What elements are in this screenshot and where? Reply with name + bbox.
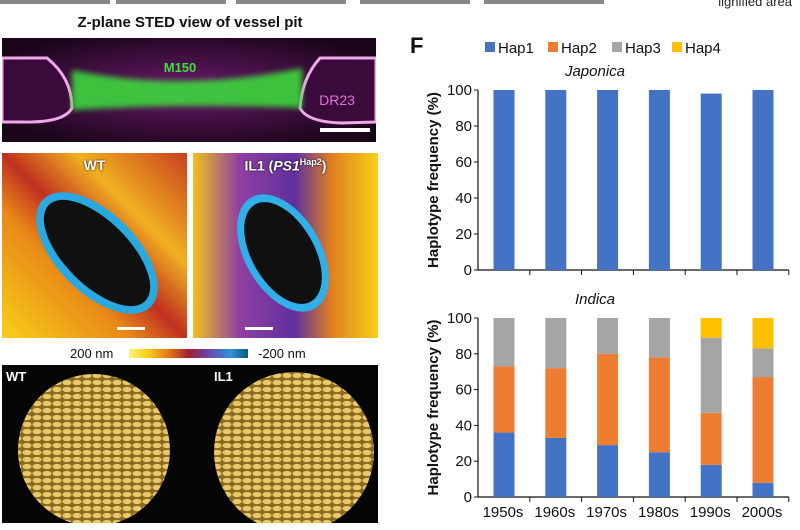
y-tick-label: 60 — [455, 154, 472, 171]
bar-hap2-2000s — [752, 377, 774, 483]
bar-hap1-2000s — [752, 482, 774, 497]
legend-label-hap4: Hap4 — [685, 40, 721, 57]
y-tick-label: 0 — [464, 262, 472, 279]
afm-wt-label: WT — [83, 157, 106, 173]
legend-swatch-hap4 — [672, 42, 682, 52]
japonica-chart: Japonica Haplotype frequency (%) 0 20 40 60 80… — [425, 63, 790, 279]
top-image-strip — [0, 0, 800, 4]
x-tick-label: 1950s — [483, 504, 524, 521]
seed-wt-label: WT — [6, 369, 27, 384]
bar-hap1-1990s — [700, 464, 722, 497]
y-tick-label: 20 — [455, 453, 472, 470]
y-tick-label: 80 — [455, 346, 472, 363]
legend-swatch-hap1 — [485, 42, 495, 52]
seed-image: WT IL1 — [2, 365, 378, 523]
bar-hap4-2000s — [752, 318, 774, 349]
chart-title: Indica — [575, 291, 615, 308]
bar-hap1-1960s — [545, 437, 567, 497]
legend-label-hap2: Hap2 — [561, 40, 597, 57]
bar-hap1-1970s — [597, 445, 619, 497]
y-tick-label: 20 — [455, 226, 472, 243]
bar-hap2-1960s — [545, 368, 567, 438]
colorbar-min-label: 200 nm — [70, 346, 114, 361]
y-tick-label: 40 — [455, 190, 472, 207]
bar-hap1-1990s — [700, 93, 722, 270]
x-tick-label: 1990s — [690, 504, 731, 521]
il1-label-text: IL1 ( — [244, 157, 274, 174]
afm-wt-image: WT — [2, 153, 187, 338]
sted-image: M150 DR23 — [2, 38, 376, 142]
y-tick-label: 100 — [447, 310, 472, 327]
bar-hap1-1980s — [648, 452, 670, 497]
bar-hap2-1980s — [648, 357, 670, 453]
afm-colorbar: 200 nm -200 nm — [0, 344, 380, 364]
bar-hap1-1960s — [545, 90, 567, 270]
x-tick-label: 1960s — [534, 504, 575, 521]
bar-hap3-1990s — [700, 337, 722, 413]
legend-label-hap1: Hap1 — [498, 40, 534, 57]
il1-gene-superscript: Hap2 — [299, 157, 322, 167]
legend-swatch-hap3 — [612, 42, 622, 52]
indica-chart: Indica Haplotype frequency (%) 0 20 40 60 80 10… — [425, 291, 790, 521]
x-tick-label: 2000s — [742, 504, 783, 521]
bar-hap2-1970s — [597, 353, 619, 446]
haplotype-chart: F Hap1 Hap2 Hap3 Hap4 Japonica Haplotype fre… — [410, 33, 790, 521]
bar-hap4-1990s — [700, 318, 722, 338]
m150-label: M150 — [164, 60, 197, 75]
bar-hap1-1980s — [648, 90, 670, 270]
sted-title: Z-plane STED view of vessel pit — [77, 14, 303, 31]
bar-hap2-1950s — [493, 366, 515, 433]
y-tick-label: 0 — [464, 489, 472, 506]
il1-label-close: ) — [321, 157, 327, 174]
dr23-label: DR23 — [319, 92, 355, 108]
x-tick-label: 1970s — [586, 504, 627, 521]
legend-label-hap3: Hap3 — [625, 40, 661, 57]
legend-swatch-hap2 — [548, 42, 558, 52]
partial-caption: lignified area — [718, 0, 792, 9]
legend: Hap1 Hap2 Hap3 Hap4 — [485, 40, 721, 57]
bar-hap3-1980s — [648, 318, 670, 358]
panel-label: F — [410, 33, 423, 58]
bar-hap3-1950s — [493, 318, 515, 367]
colorbar-max-label: -200 nm — [258, 346, 306, 361]
bar-hap1-1950s — [493, 432, 515, 497]
y-tick-label: 100 — [447, 82, 472, 99]
y-axis-label: Haplotype frequency (%) — [425, 320, 442, 496]
chart-title: Japonica — [564, 63, 625, 80]
bar-hap1-1970s — [597, 90, 619, 270]
afm-il1-image: IL1 (PS1Hap2) — [193, 153, 378, 338]
bar-hap3-1970s — [597, 318, 619, 354]
colorbar-gradient — [129, 349, 248, 358]
y-tick-label: 40 — [455, 417, 472, 434]
bar-hap2-1990s — [700, 412, 722, 465]
x-tick-label: 1980s — [638, 504, 679, 521]
bar-hap3-1960s — [545, 318, 567, 369]
bar-hap3-2000s — [752, 348, 774, 378]
y-axis-label: Haplotype frequency (%) — [425, 92, 442, 268]
afm-il1-label: IL1 (PS1Hap2) — [193, 157, 378, 174]
il1-gene-text: PS1 — [273, 157, 300, 174]
seed-il1-label: IL1 — [214, 369, 233, 384]
bar-hap1-1950s — [493, 90, 515, 270]
y-tick-label: 60 — [455, 382, 472, 399]
bar-hap1-2000s — [752, 90, 774, 270]
y-tick-label: 80 — [455, 118, 472, 135]
